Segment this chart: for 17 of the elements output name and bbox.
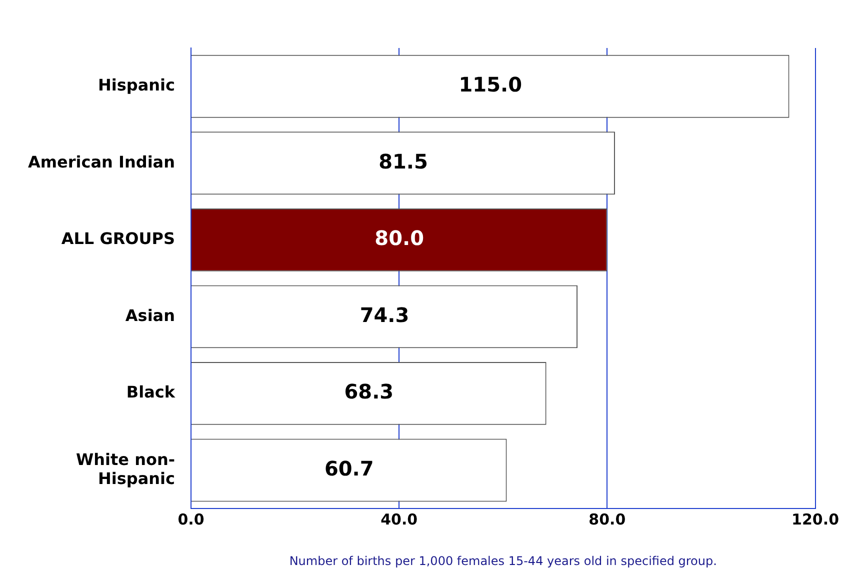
- x-axis-title: Number of births per 1,000 females 15-44 years old in specified group.: [289, 554, 717, 568]
- data-label: 80.0: [374, 226, 424, 250]
- data-label: 60.7: [324, 456, 374, 480]
- y-tick-label: Black: [126, 382, 176, 402]
- data-label: 68.3: [344, 380, 394, 404]
- y-tick-label: White non-Hispanic: [76, 450, 175, 488]
- x-tick-label: 0.0: [178, 510, 204, 528]
- data-label: 81.5: [378, 149, 428, 174]
- y-tick-label: Hispanic: [98, 76, 175, 95]
- data-label: 115.0: [458, 72, 522, 97]
- y-tick-label: American Indian: [28, 152, 175, 172]
- x-tick-label: 120.0: [792, 510, 840, 528]
- data-label: 74.3: [360, 302, 410, 327]
- x-tick-label: 40.0: [380, 510, 418, 528]
- y-tick-label: ALL GROUPS: [61, 229, 175, 248]
- x-tick-label: 80.0: [588, 510, 626, 528]
- y-tick-label: Asian: [125, 306, 175, 325]
